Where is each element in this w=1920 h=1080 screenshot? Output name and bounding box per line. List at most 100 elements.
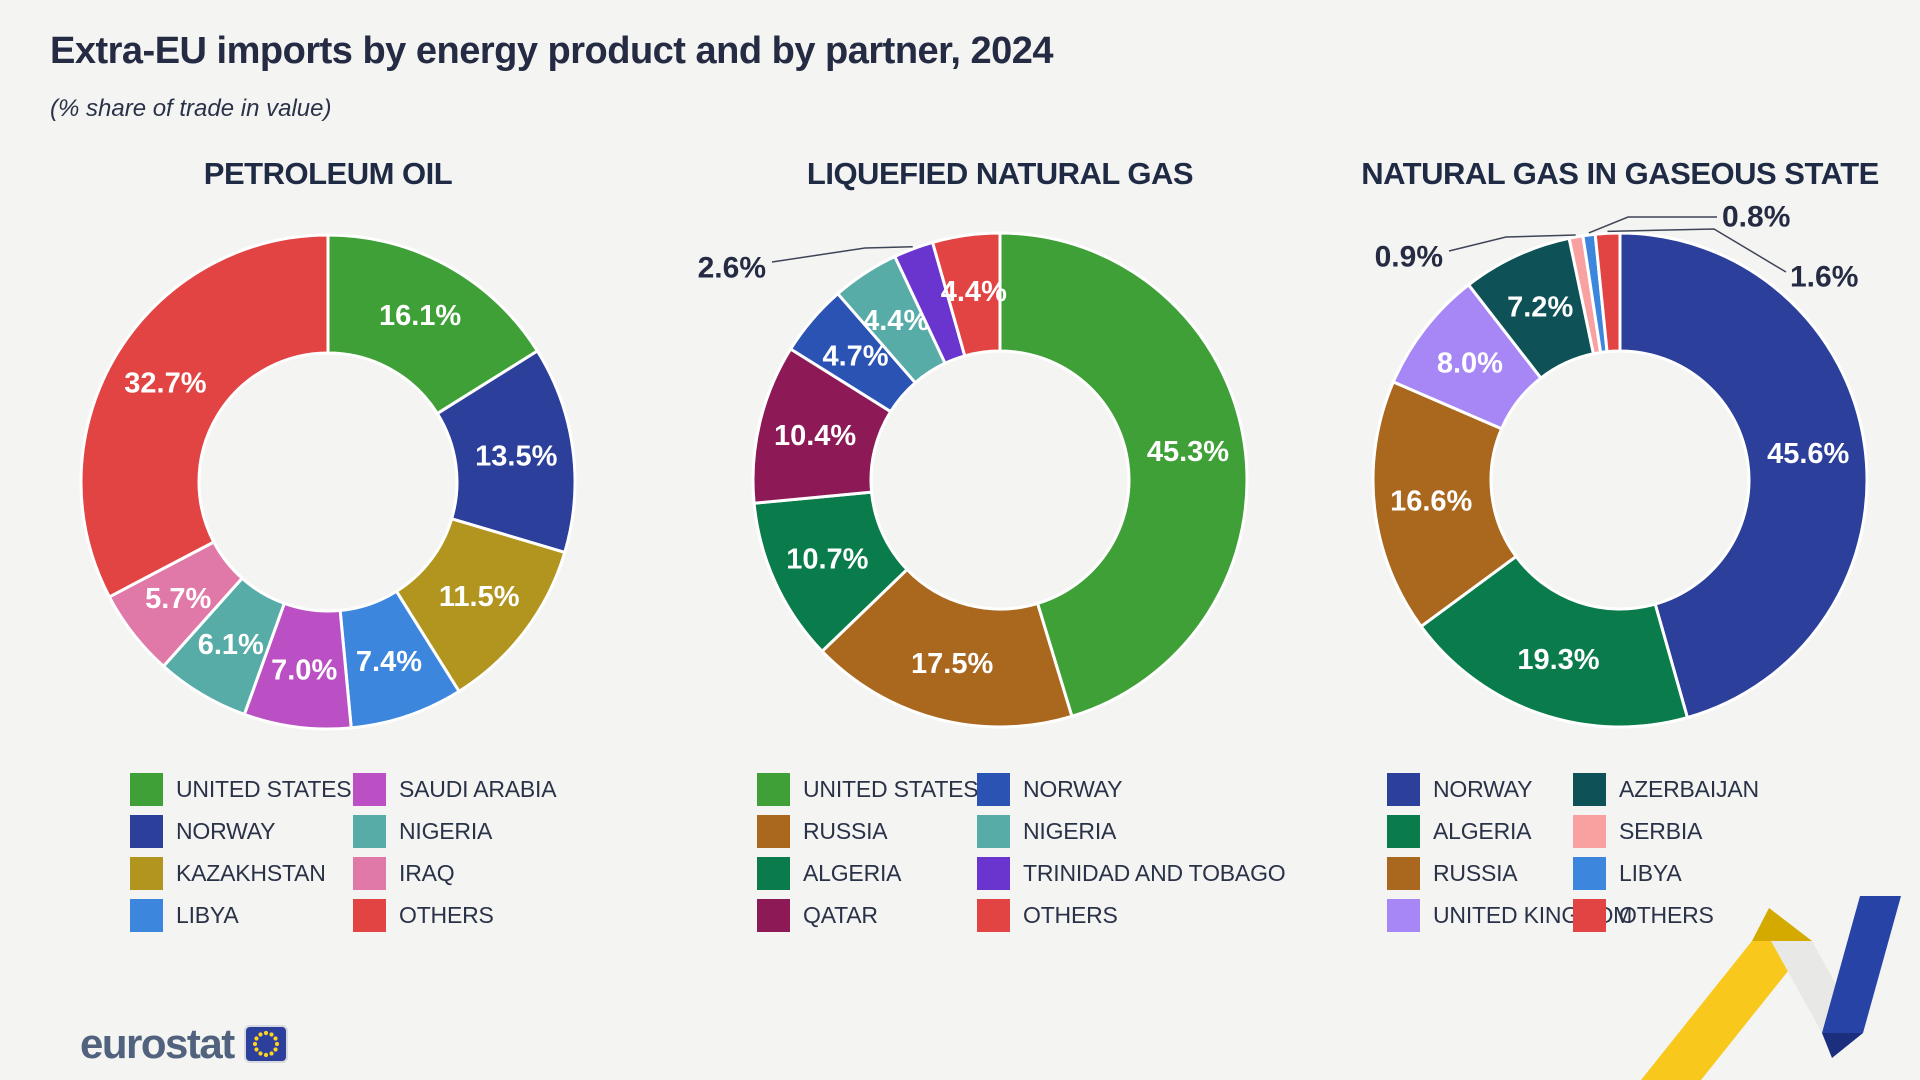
- legend-item-natural-gas-in-gaseous-state-azerbaijan: AZERBAIJAN: [1573, 773, 1759, 806]
- eu-flag-background: [243, 1025, 288, 1063]
- slice-value-libya: 0.8%: [1722, 201, 1790, 234]
- legend-label-azerbaijan: AZERBAIJAN: [1619, 776, 1759, 802]
- legend-label-norway: NORWAY: [1023, 776, 1123, 802]
- eurostat-ribbon-decoration: [1641, 896, 1901, 1080]
- slice-value-trinidad-and-tobago: 2.6%: [698, 252, 766, 285]
- legend-swatch-united-kingdom: [1387, 899, 1420, 932]
- slice-value-norway: 13.5%: [475, 440, 557, 472]
- slice-natural-gas-in-gaseous-state-russia: [1371, 380, 1518, 628]
- leader-line-trinidad-and-tobago: [771, 246, 913, 263]
- slice-value-libya: 7.4%: [356, 646, 422, 678]
- eu-flag-star: [274, 1041, 279, 1047]
- leader-line-others: [1607, 228, 1787, 273]
- page-subtitle: (% share of trade in value): [50, 95, 332, 122]
- legend-item-liquefied-natural-gas-others: OTHERS: [977, 899, 1118, 932]
- slice-value-nigeria: 4.4%: [863, 305, 929, 337]
- legend-label-russia: RUSSIA: [803, 818, 888, 844]
- eu-flag-icon: [243, 1025, 288, 1063]
- slice-natural-gas-in-gaseous-state-others: [1593, 231, 1622, 354]
- legend-label-russia: RUSSIA: [1433, 860, 1518, 886]
- leader-line-libya: [1588, 216, 1717, 234]
- slice-petroleum-oil-others: [79, 233, 330, 599]
- slice-petroleum-oil-united-states: [326, 233, 539, 416]
- slice-liquefied-natural-gas-others: [931, 231, 1002, 358]
- eu-flag-star: [263, 1030, 268, 1036]
- legend-swatch-norway: [1387, 773, 1420, 806]
- legend-label-others: OTHERS: [399, 902, 494, 928]
- legend-item-natural-gas-in-gaseous-state-others: OTHERS: [1573, 899, 1714, 932]
- legend-swatch-iraq: [353, 857, 386, 890]
- legend-item-petroleum-oil-others: OTHERS: [353, 899, 494, 932]
- eu-flag-star: [273, 1036, 278, 1041]
- legend-label-libya: LIBYA: [176, 902, 239, 928]
- legend-swatch-russia: [757, 815, 790, 848]
- legend-item-natural-gas-in-gaseous-state-algeria: ALGERIA: [1387, 815, 1532, 848]
- slice-liquefied-natural-gas-united-states: [998, 231, 1249, 718]
- legend-item-liquefied-natural-gas-qatar: QATAR: [757, 899, 878, 932]
- legend-label-norway: NORWAY: [176, 818, 276, 844]
- slice-value-others: 4.4%: [941, 276, 1007, 308]
- legend-label-united-states: UNITED STATES: [803, 776, 979, 802]
- legend-swatch-libya: [1573, 857, 1606, 890]
- slice-value-united-states: 16.1%: [379, 300, 461, 332]
- legend-label-qatar: QATAR: [803, 902, 878, 928]
- legend-swatch-qatar: [757, 899, 790, 932]
- legend-item-liquefied-natural-gas-trinidad-and-tobago: TRINIDAD AND TOBAGO: [977, 857, 1286, 890]
- chart-title-petroleum-oil: PETROLEUM OIL: [203, 156, 453, 191]
- slice-value-saudi-arabia: 7.0%: [271, 655, 337, 687]
- legend-swatch-others: [1573, 899, 1606, 932]
- eu-flag-star: [269, 1032, 274, 1037]
- slice-value-azerbaijan: 7.2%: [1507, 292, 1573, 324]
- legend-label-serbia: SERBIA: [1619, 818, 1703, 844]
- slice-value-kazakhstan: 11.5%: [439, 581, 520, 613]
- legend-label-norway: NORWAY: [1433, 776, 1533, 802]
- legend-item-petroleum-oil-united-states: UNITED STATES: [130, 773, 352, 806]
- slice-value-russia: 16.6%: [1390, 485, 1472, 517]
- legend-swatch-saudi-arabia: [353, 773, 386, 806]
- legend-swatch-nigeria: [353, 815, 386, 848]
- eu-flag-star: [252, 1041, 257, 1047]
- legend-label-others: OTHERS: [1023, 902, 1118, 928]
- legend-label-iraq: IRAQ: [399, 860, 455, 886]
- legend-item-petroleum-oil-iraq: IRAQ: [353, 857, 455, 890]
- donut-natural-gas-in-gaseous-state: 45.6% 19.3% 16.6% 8.0%7.2% 0.9% 0.8%1.6%: [1371, 201, 1869, 729]
- slice-value-others: 1.6%: [1790, 261, 1858, 294]
- legend-label-saudi-arabia: SAUDI ARABIA: [399, 776, 557, 802]
- ribbon-blue-band: [1822, 896, 1901, 1033]
- legend-item-natural-gas-in-gaseous-state-serbia: SERBIA: [1573, 815, 1702, 848]
- eu-flag-star: [269, 1051, 274, 1056]
- legend-item-natural-gas-in-gaseous-state-norway: NORWAY: [1387, 773, 1533, 806]
- donut-liquefied-natural-gas: 45.3% 17.5% 10.7% 10.4% 4.7% 4.4% 2.6% 4.4%: [698, 231, 1249, 729]
- legend-swatch-others: [977, 899, 1010, 932]
- slice-value-nigeria: 6.1%: [198, 629, 264, 661]
- legend-swatch-kazakhstan: [130, 857, 163, 890]
- eu-flag-star: [258, 1051, 263, 1056]
- slice-value-united-states: 45.3%: [1147, 436, 1229, 468]
- legend-item-natural-gas-in-gaseous-state-libya: LIBYA: [1573, 857, 1682, 890]
- legend-item-petroleum-oil-norway: NORWAY: [130, 815, 276, 848]
- legend-item-petroleum-oil-libya: LIBYA: [130, 899, 239, 932]
- slice-value-norway: 45.6%: [1767, 438, 1849, 470]
- eurostat-logo: eurostat: [80, 1020, 288, 1068]
- legend-swatch-others: [353, 899, 386, 932]
- slice-natural-gas-in-gaseous-state-algeria: [1419, 554, 1689, 729]
- slice-value-serbia: 0.9%: [1375, 241, 1443, 274]
- slice-value-norway: 4.7%: [822, 341, 888, 373]
- legend-item-liquefied-natural-gas-algeria: ALGERIA: [757, 857, 902, 890]
- legend-swatch-serbia: [1573, 815, 1606, 848]
- legend-label-others: OTHERS: [1619, 902, 1714, 928]
- legend-label-nigeria: NIGERIA: [399, 818, 493, 844]
- legend-item-liquefied-natural-gas-russia: RUSSIA: [757, 815, 888, 848]
- slice-value-algeria: 19.3%: [1517, 644, 1599, 676]
- legend-item-petroleum-oil-kazakhstan: KAZAKHSTAN: [130, 857, 326, 890]
- legend-swatch-norway: [130, 815, 163, 848]
- legend-item-petroleum-oil-saudi-arabia: SAUDI ARABIA: [353, 773, 557, 806]
- eu-flag-star: [254, 1047, 259, 1052]
- legend-item-liquefied-natural-gas-nigeria: NIGERIA: [977, 815, 1116, 848]
- slice-value-united-kingdom: 8.0%: [1437, 348, 1503, 380]
- legend-label-kazakhstan: KAZAKHSTAN: [176, 860, 326, 886]
- eu-flag-star: [254, 1036, 259, 1041]
- ribbon-yellow-fold: [1752, 908, 1812, 941]
- chart-title-liquefied-natural-gas: LIQUEFIED NATURAL GAS: [806, 156, 1194, 191]
